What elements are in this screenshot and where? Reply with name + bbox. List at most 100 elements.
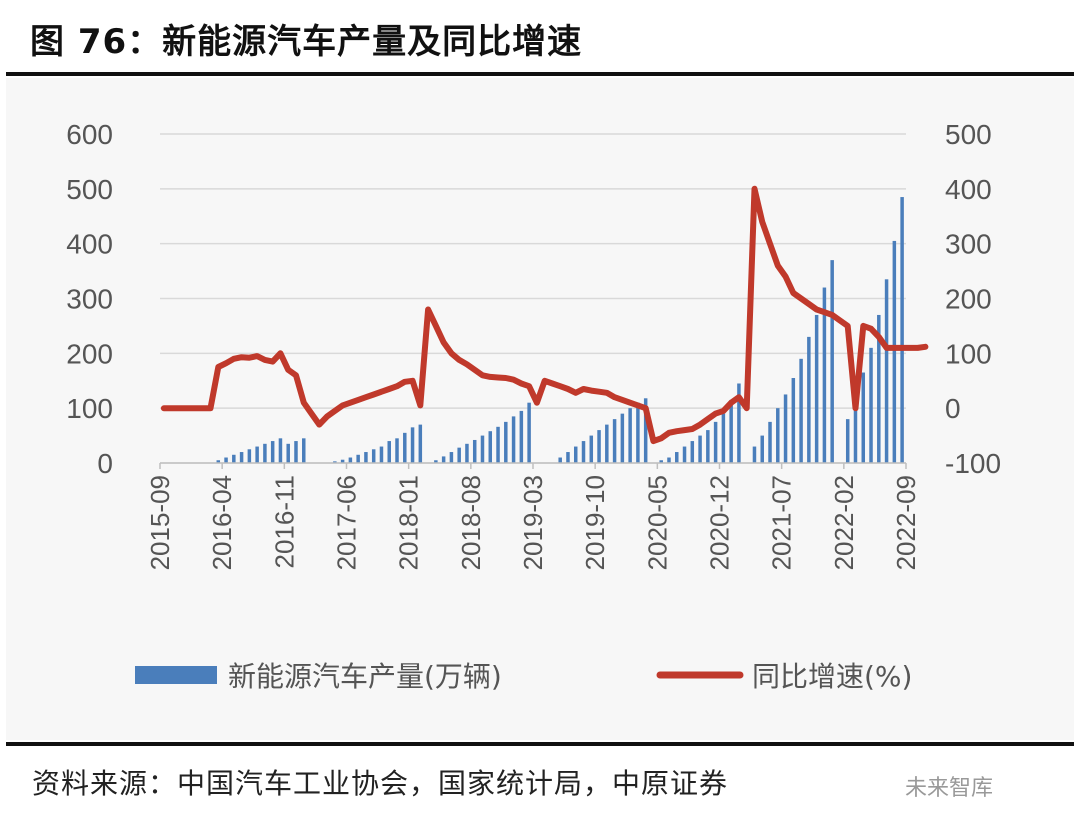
bar bbox=[830, 260, 834, 463]
bar bbox=[628, 408, 632, 463]
bar bbox=[877, 314, 881, 463]
bar bbox=[371, 449, 376, 463]
bar bbox=[643, 398, 648, 463]
bar bbox=[247, 449, 252, 463]
bar bbox=[783, 394, 788, 463]
bar bbox=[472, 439, 477, 463]
bar bbox=[418, 424, 423, 463]
bar bbox=[721, 413, 726, 463]
bar bbox=[504, 421, 508, 463]
y-right-tick-label: 0 bbox=[945, 393, 961, 424]
y-left-tick-label: 400 bbox=[66, 229, 113, 260]
bar bbox=[379, 446, 384, 463]
x-tick-label: 2020-12 bbox=[705, 475, 735, 570]
bar bbox=[612, 419, 617, 463]
bar bbox=[605, 424, 609, 463]
bar bbox=[597, 430, 601, 463]
y-right-tick-label: 400 bbox=[945, 174, 992, 205]
x-tick-label: 2017-06 bbox=[332, 475, 362, 570]
bar bbox=[900, 197, 904, 463]
bar bbox=[387, 441, 391, 463]
top-rule bbox=[6, 72, 1074, 76]
legend-swatch-production bbox=[135, 666, 217, 684]
bar bbox=[698, 435, 702, 463]
bar bbox=[822, 287, 827, 463]
bar bbox=[216, 460, 221, 463]
y-left-tick-label: 300 bbox=[66, 284, 113, 315]
y-left-tick-label: 100 bbox=[66, 393, 113, 424]
bar bbox=[581, 441, 586, 463]
bar bbox=[511, 416, 516, 463]
bar bbox=[713, 421, 718, 463]
bar bbox=[853, 388, 858, 463]
bar bbox=[636, 402, 640, 463]
bar bbox=[457, 447, 461, 463]
source-note: 资料来源：中国汽车工业协会，国家统计局，中原证券 bbox=[32, 767, 729, 800]
bar bbox=[845, 419, 850, 463]
bar bbox=[519, 410, 524, 463]
legend-label-production: 新能源汽车产量(万辆) bbox=[228, 660, 502, 693]
axes: 0 100 200 300 400 500 600 -100 0 100 200 300 400 500 2… bbox=[66, 119, 1001, 570]
y-left-tick-label: 600 bbox=[66, 119, 113, 150]
bar bbox=[333, 461, 337, 463]
x-tick-label: 2019-10 bbox=[580, 475, 610, 570]
bar bbox=[760, 435, 764, 463]
legend-label-growth: 同比增速(%) bbox=[752, 660, 912, 693]
bar bbox=[768, 421, 772, 463]
y-right-tick-label: 100 bbox=[945, 338, 992, 369]
bar bbox=[706, 430, 710, 463]
y-left-tick-label: 500 bbox=[66, 174, 113, 205]
bar bbox=[752, 446, 757, 463]
bar bbox=[558, 457, 562, 463]
legend: 新能源汽车产量(万辆) 同比增速(%) bbox=[135, 660, 912, 693]
bar bbox=[255, 446, 259, 463]
bar bbox=[364, 452, 368, 463]
line-series bbox=[160, 185, 929, 445]
bar bbox=[278, 438, 283, 463]
y-right-tick-label: 200 bbox=[945, 284, 992, 315]
x-tick-label: 2022-02 bbox=[829, 475, 859, 570]
bar bbox=[488, 431, 493, 463]
bar bbox=[232, 454, 236, 463]
bar bbox=[799, 358, 803, 463]
bar bbox=[791, 378, 796, 463]
bar bbox=[441, 456, 446, 463]
bar bbox=[589, 435, 594, 463]
bar bbox=[776, 408, 780, 463]
bar bbox=[302, 438, 306, 463]
y-right-tick-label: -100 bbox=[945, 448, 1001, 479]
bar bbox=[403, 432, 407, 463]
bar bbox=[395, 438, 399, 463]
bar bbox=[566, 452, 570, 463]
bar bbox=[807, 336, 811, 463]
bar bbox=[667, 457, 671, 463]
bar bbox=[465, 443, 469, 463]
x-tick-label: 2016-11 bbox=[269, 475, 299, 569]
bar bbox=[682, 446, 687, 463]
x-tick-label: 2019-03 bbox=[518, 475, 548, 570]
bar bbox=[480, 435, 485, 463]
bar bbox=[224, 457, 228, 463]
bar bbox=[434, 460, 438, 463]
x-tick-label: 2018-08 bbox=[456, 475, 486, 570]
bar bbox=[263, 443, 267, 463]
bar bbox=[737, 383, 741, 463]
bar bbox=[340, 459, 345, 463]
figure-title: 图 76：新能源汽车产量及同比增速 bbox=[30, 22, 583, 62]
bar bbox=[573, 446, 578, 463]
bar bbox=[620, 413, 625, 463]
bar bbox=[527, 402, 531, 463]
gridlines bbox=[160, 133, 906, 464]
bottom-rule bbox=[6, 742, 1074, 746]
bar-series bbox=[216, 197, 904, 463]
x-tick-label: 2018-01 bbox=[394, 475, 424, 570]
bar bbox=[690, 441, 695, 463]
bar bbox=[348, 457, 353, 463]
y-left-tick-label: 200 bbox=[66, 338, 113, 369]
x-tick-label: 2015-09 bbox=[145, 475, 175, 570]
y-right-tick-label: 500 bbox=[945, 119, 992, 150]
bar bbox=[496, 426, 500, 463]
bar bbox=[729, 399, 733, 463]
y-left-tick-label: 0 bbox=[97, 448, 113, 479]
